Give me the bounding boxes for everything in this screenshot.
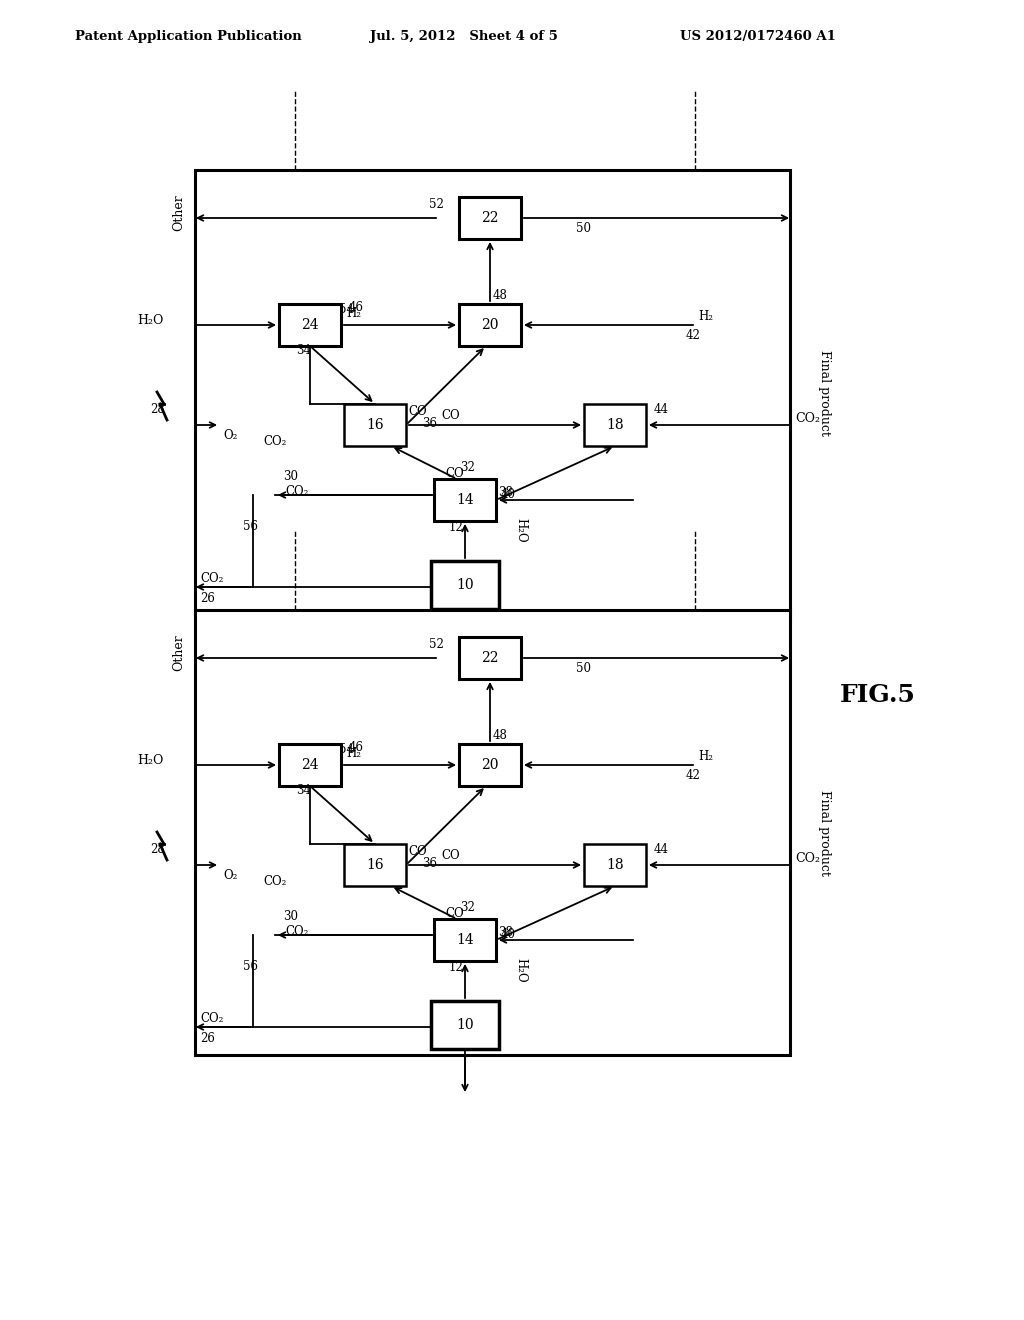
- Text: H₂: H₂: [346, 747, 361, 760]
- Text: CO₂: CO₂: [285, 484, 308, 498]
- Bar: [344, 404, 406, 446]
- Text: CO₂: CO₂: [795, 412, 820, 425]
- Bar: [195, 610, 790, 1055]
- Text: 28: 28: [150, 843, 165, 855]
- Text: 20: 20: [481, 318, 499, 333]
- Text: 56: 56: [243, 520, 258, 533]
- Text: 36: 36: [422, 417, 437, 430]
- Bar: [459, 304, 521, 346]
- Text: Patent Application Publication: Patent Application Publication: [75, 30, 302, 44]
- Text: H₂O: H₂O: [137, 314, 163, 326]
- Text: CO₂: CO₂: [263, 436, 287, 447]
- Text: 50: 50: [575, 663, 591, 675]
- Text: CO₂: CO₂: [200, 1012, 223, 1026]
- Bar: [434, 479, 496, 521]
- Text: Final product: Final product: [818, 350, 831, 436]
- Text: 40: 40: [501, 488, 516, 502]
- Bar: [584, 843, 646, 886]
- Bar: [584, 404, 646, 446]
- Text: 26: 26: [200, 1032, 215, 1045]
- Text: 38: 38: [498, 486, 513, 499]
- Text: O₂: O₂: [223, 429, 238, 442]
- Text: O₂: O₂: [223, 869, 238, 882]
- Text: CO: CO: [408, 405, 427, 418]
- Text: 16: 16: [367, 858, 384, 873]
- Text: 18: 18: [606, 418, 624, 432]
- Text: 44: 44: [654, 403, 669, 416]
- Text: 10: 10: [456, 1018, 474, 1032]
- Text: 22: 22: [481, 211, 499, 224]
- Text: 22: 22: [481, 651, 499, 665]
- Text: 50: 50: [575, 222, 591, 235]
- Text: 54: 54: [339, 743, 354, 756]
- Text: 16: 16: [367, 418, 384, 432]
- Bar: [279, 304, 341, 346]
- Bar: [459, 744, 521, 785]
- Text: 42: 42: [686, 770, 700, 781]
- Text: Other: Other: [172, 194, 185, 231]
- Text: FIG.5: FIG.5: [840, 682, 915, 708]
- Bar: [431, 561, 499, 609]
- Text: 30: 30: [283, 470, 298, 483]
- Text: 46: 46: [349, 741, 364, 754]
- Text: Other: Other: [172, 635, 185, 672]
- Text: H₂: H₂: [698, 750, 713, 763]
- Text: 56: 56: [243, 960, 258, 973]
- Text: CO₂: CO₂: [795, 851, 820, 865]
- Text: H₂: H₂: [698, 310, 713, 323]
- Text: 18: 18: [606, 858, 624, 873]
- Text: CO₂: CO₂: [263, 875, 287, 888]
- Bar: [434, 919, 496, 961]
- Text: 52: 52: [429, 638, 443, 651]
- Text: 12: 12: [449, 521, 464, 535]
- Text: CO: CO: [441, 409, 460, 422]
- Bar: [344, 843, 406, 886]
- Bar: [459, 197, 521, 239]
- Text: 32: 32: [460, 461, 475, 474]
- Text: 20: 20: [481, 758, 499, 772]
- Text: 28: 28: [150, 403, 165, 416]
- Text: US 2012/0172460 A1: US 2012/0172460 A1: [680, 30, 836, 44]
- Text: 26: 26: [200, 591, 215, 605]
- Text: CO: CO: [441, 849, 460, 862]
- Text: CO: CO: [445, 907, 464, 920]
- Text: 12: 12: [449, 961, 464, 974]
- Text: H₂O: H₂O: [137, 754, 163, 767]
- Text: 40: 40: [501, 928, 516, 941]
- Text: 10: 10: [456, 578, 474, 591]
- Text: 44: 44: [654, 843, 669, 855]
- Text: 46: 46: [349, 301, 364, 314]
- Text: CO: CO: [408, 845, 427, 858]
- Text: Final product: Final product: [818, 789, 831, 875]
- Text: Jul. 5, 2012   Sheet 4 of 5: Jul. 5, 2012 Sheet 4 of 5: [370, 30, 558, 44]
- Text: 48: 48: [493, 289, 508, 302]
- Text: 14: 14: [456, 492, 474, 507]
- Text: 42: 42: [686, 329, 700, 342]
- Bar: [279, 744, 341, 785]
- Text: CO: CO: [445, 467, 464, 480]
- Text: 48: 48: [493, 729, 508, 742]
- Text: 14: 14: [456, 933, 474, 946]
- Text: 36: 36: [422, 857, 437, 870]
- Text: 34: 34: [296, 345, 311, 356]
- Bar: [431, 1001, 499, 1049]
- Text: H₂O: H₂O: [514, 517, 527, 543]
- Text: CO₂: CO₂: [200, 572, 223, 585]
- Text: 32: 32: [460, 902, 475, 913]
- Text: CO₂: CO₂: [285, 925, 308, 939]
- Text: 24: 24: [301, 318, 318, 333]
- Text: 34: 34: [296, 784, 311, 797]
- Text: 24: 24: [301, 758, 318, 772]
- Bar: [459, 638, 521, 678]
- Text: 54: 54: [339, 304, 354, 315]
- Text: 30: 30: [283, 909, 298, 923]
- Bar: [195, 170, 790, 615]
- Text: 38: 38: [498, 927, 513, 939]
- Text: H₂: H₂: [346, 308, 361, 319]
- Text: H₂O: H₂O: [514, 958, 527, 982]
- Text: 52: 52: [429, 198, 443, 211]
